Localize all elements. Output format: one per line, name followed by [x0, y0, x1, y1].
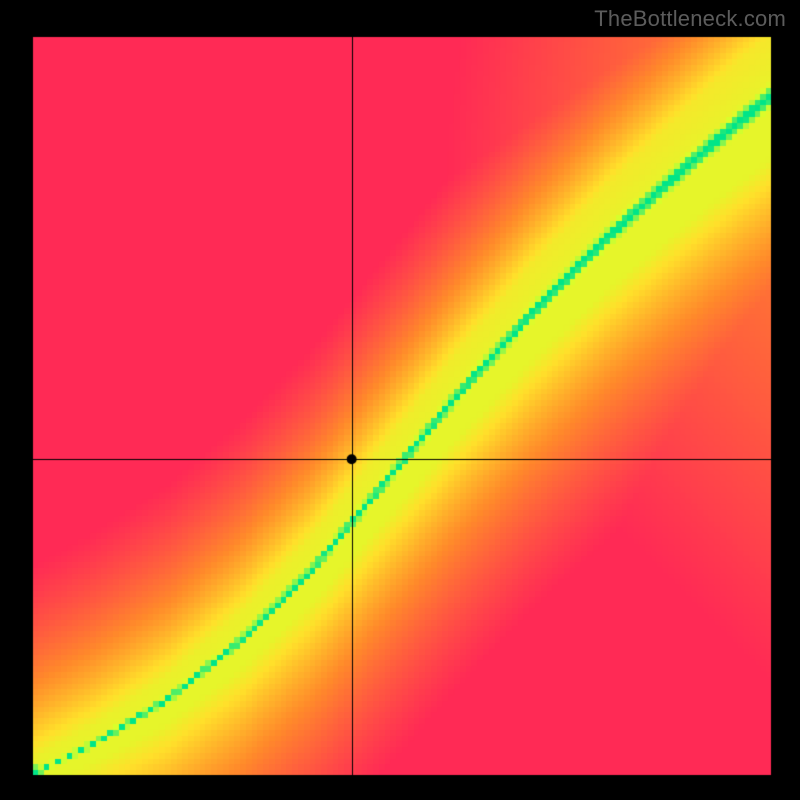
chart-stage: TheBottleneck.com: [0, 0, 800, 800]
watermark-text: TheBottleneck.com: [594, 6, 786, 32]
bottleneck-heatmap-canvas: [0, 0, 800, 800]
